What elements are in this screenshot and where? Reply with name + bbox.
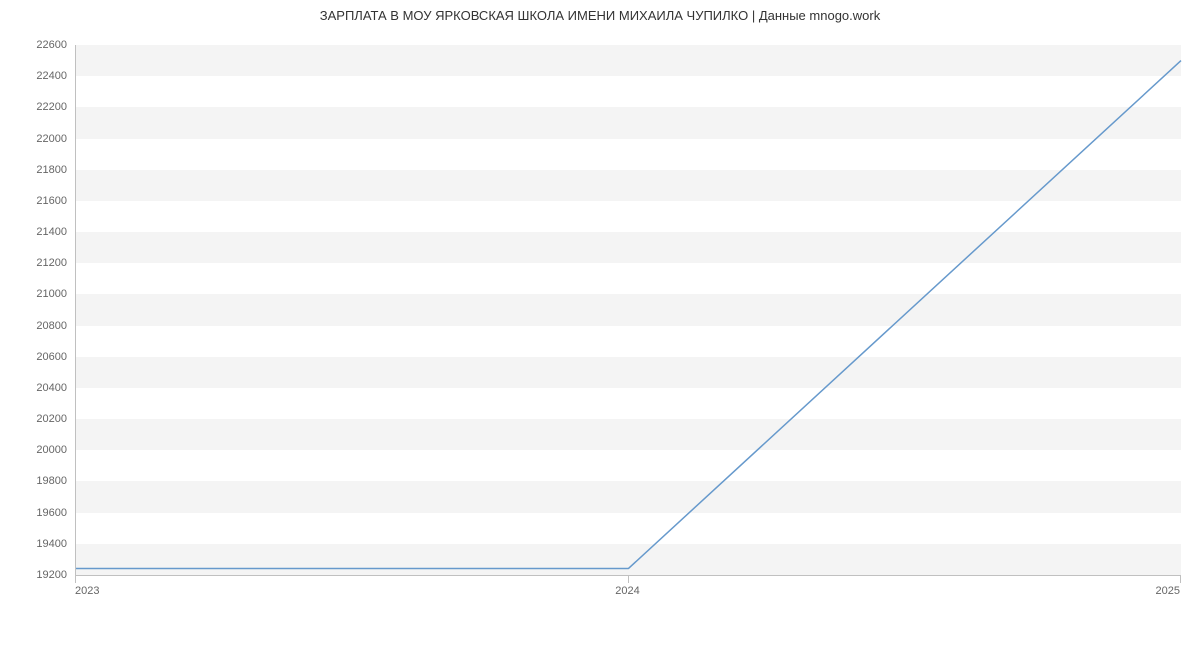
y-tick-label: 20800 — [0, 320, 67, 332]
y-tick-label: 21000 — [0, 288, 67, 300]
x-tick-mark — [628, 575, 629, 583]
y-tick-label: 22000 — [0, 133, 67, 145]
y-tick-label: 22400 — [0, 70, 67, 82]
y-tick-label: 19200 — [0, 569, 67, 581]
y-tick-label: 22200 — [0, 101, 67, 113]
y-tick-label: 21400 — [0, 226, 67, 238]
y-tick-label: 20000 — [0, 444, 67, 456]
salary-chart: ЗАРПЛАТА В МОУ ЯРКОВСКАЯ ШКОЛА ИМЕНИ МИХ… — [0, 0, 1200, 650]
x-tick-label: 2025 — [1156, 585, 1180, 597]
plot-area — [75, 45, 1181, 576]
y-tick-label: 19600 — [0, 507, 67, 519]
chart-title: ЗАРПЛАТА В МОУ ЯРКОВСКАЯ ШКОЛА ИМЕНИ МИХ… — [0, 8, 1200, 23]
y-tick-label: 19800 — [0, 475, 67, 487]
x-axis: 2023 2024 2025 — [75, 575, 1180, 605]
line-series — [76, 45, 1181, 575]
series-line-salary — [76, 61, 1181, 569]
y-tick-label: 21800 — [0, 164, 67, 176]
x-tick-mark — [1180, 575, 1181, 583]
y-tick-label: 21600 — [0, 195, 67, 207]
x-tick-label: 2023 — [75, 585, 99, 597]
x-tick-label: 2024 — [615, 585, 639, 597]
y-tick-label: 22600 — [0, 39, 67, 51]
y-tick-label: 20600 — [0, 351, 67, 363]
x-tick-mark — [75, 575, 76, 583]
y-tick-label: 21200 — [0, 257, 67, 269]
y-tick-label: 20200 — [0, 413, 67, 425]
y-tick-label: 20400 — [0, 382, 67, 394]
y-tick-label: 19400 — [0, 538, 67, 550]
